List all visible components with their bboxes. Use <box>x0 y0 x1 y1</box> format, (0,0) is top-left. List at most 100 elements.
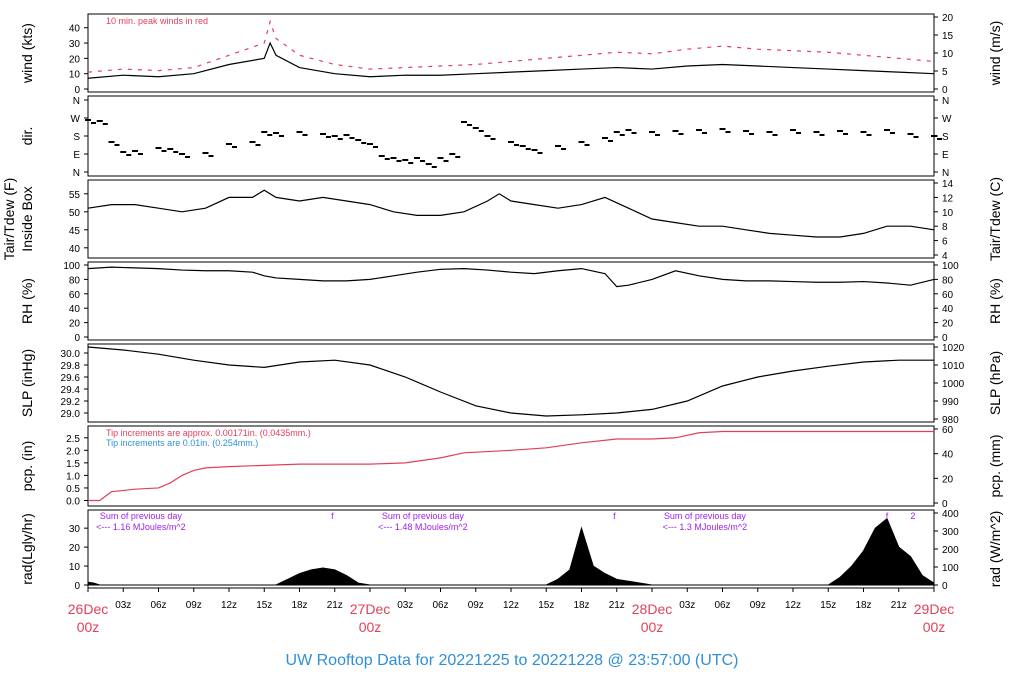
direction-mark <box>678 133 684 135</box>
direction-mark <box>425 163 432 165</box>
y-tick-label-right: 300 <box>942 527 959 538</box>
x-tick-label: 03z <box>679 600 695 611</box>
x-tick-label: 03z <box>115 600 131 611</box>
daily-sum-note: Sum of previous day <box>664 511 747 521</box>
y-tick-label: 0 <box>74 581 80 592</box>
panel-frame <box>87 179 935 259</box>
tip-note-fine: Tip increments are 0.01in. (0.254mm.) <box>106 438 258 448</box>
direction-mark <box>772 134 778 136</box>
direction-mark <box>561 148 566 150</box>
direction-mark <box>420 160 425 162</box>
direction-mark <box>331 135 338 137</box>
x-tick-label: 18z <box>291 600 307 611</box>
direction-mark <box>578 141 585 143</box>
direction-mark <box>655 134 660 136</box>
daily-sum-value: <--- 1.16 MJoules/m^2 <box>96 522 186 532</box>
direction-mark <box>208 155 214 157</box>
direction-mark <box>625 129 632 131</box>
day-time-label: 00z <box>641 619 664 635</box>
y-tick-label: 40 <box>69 244 81 255</box>
y-tick-label: 29.6 <box>61 373 81 384</box>
y-axis-label: dir. <box>19 127 35 146</box>
day-time-label: 00z <box>77 619 100 635</box>
direction-mark <box>179 153 185 155</box>
y-tick-label-right: N <box>942 168 949 179</box>
panel-dir-: dir.N NE ES SW WN N <box>19 95 952 179</box>
x-tick-label: 21z <box>891 600 907 611</box>
y-tick-label: 40 <box>69 304 81 315</box>
y-tick-label: 10 <box>69 70 81 81</box>
direction-mark <box>167 148 174 150</box>
direction-mark <box>414 157 420 159</box>
day-label: 27Dec <box>350 601 390 617</box>
y-tick-label: 2.5 <box>66 434 80 445</box>
direction-mark <box>478 130 484 132</box>
daily-sum-value: <--- 1.3 MJoules/m^2 <box>663 522 748 532</box>
direction-mark <box>860 131 867 133</box>
direction-mark <box>132 150 138 152</box>
direction-mark <box>431 166 437 168</box>
peak-wind-line <box>87 19 935 73</box>
x-tick-label: 15z <box>256 600 272 611</box>
direction-mark <box>537 152 543 154</box>
direction-mark <box>267 134 273 136</box>
panel-frame <box>87 13 935 93</box>
direction-mark <box>696 129 702 131</box>
series-line <box>87 41 935 79</box>
direction-mark <box>702 132 707 134</box>
day-label: 29Dec <box>914 601 954 617</box>
direction-mark <box>232 146 237 148</box>
y-tick-label-right: 400 <box>942 509 959 520</box>
panel-tair-tdew: Tair/Tdew (F) Inside Box Tair/Tdew (C)4045… <box>1 177 1003 262</box>
direction-mark <box>384 158 390 160</box>
x-tick-label: 09z <box>468 600 484 611</box>
y-tick-label-right: N <box>942 96 949 107</box>
direction-mark <box>649 131 655 133</box>
direction-mark <box>931 135 937 137</box>
y-tick-label: W <box>71 114 81 125</box>
direction-mark <box>255 144 261 146</box>
direction-mark <box>96 120 103 122</box>
radiation-marker: f <box>886 511 889 521</box>
direction-mark <box>813 131 820 133</box>
y-axis-label-right: Tair/Tdew (C) <box>987 177 1003 261</box>
radiation-marker: f <box>331 511 334 521</box>
direction-mark <box>302 134 308 136</box>
direction-mark <box>343 134 350 136</box>
y-tick-label-right: 15 <box>942 31 954 42</box>
direction-mark <box>719 128 726 130</box>
panel-frame <box>87 95 935 177</box>
direction-mark <box>355 139 362 141</box>
x-tick-label: 15z <box>538 600 554 611</box>
y-tick-label: 2.0 <box>66 446 80 457</box>
y-axis-label: RH (%) <box>19 278 35 324</box>
direction-mark <box>326 136 331 138</box>
daily-sum-note: Sum of previous day <box>382 511 465 521</box>
direction-mark <box>608 140 613 142</box>
radiation-marker: 2 <box>910 511 915 521</box>
precip-line <box>88 430 934 502</box>
series-line <box>87 266 935 288</box>
direction-mark <box>402 159 409 161</box>
radiation-area <box>87 517 935 586</box>
y-axis-label-right: SLP (hPa) <box>987 351 1003 415</box>
y-tick-label-right: 8 <box>942 222 948 233</box>
direction-mark <box>185 156 190 158</box>
direction-mark <box>155 147 162 149</box>
direction-mark <box>837 130 843 132</box>
y-axis-label-right: rad (W/m^2) <box>987 511 1003 588</box>
direction-mark <box>672 130 679 132</box>
y-tick-label-right: 990 <box>942 397 959 408</box>
direction-mark <box>408 162 414 164</box>
direction-mark <box>337 138 343 140</box>
direction-mark <box>120 151 127 153</box>
direction-mark <box>390 157 397 159</box>
panel-frame <box>87 343 935 423</box>
direction-mark <box>766 131 773 133</box>
series-line <box>87 346 934 417</box>
panel-wind: wind (kts) wind (m/s) 0 10 20 30 40 0 5 10 15 20 10 … <box>19 13 1003 96</box>
y-tick-label: 29.4 <box>61 385 81 396</box>
direction-mark <box>396 160 402 162</box>
y-tick-label: 29.0 <box>61 409 81 420</box>
y-axis-label-right: RH (%) <box>987 278 1003 324</box>
